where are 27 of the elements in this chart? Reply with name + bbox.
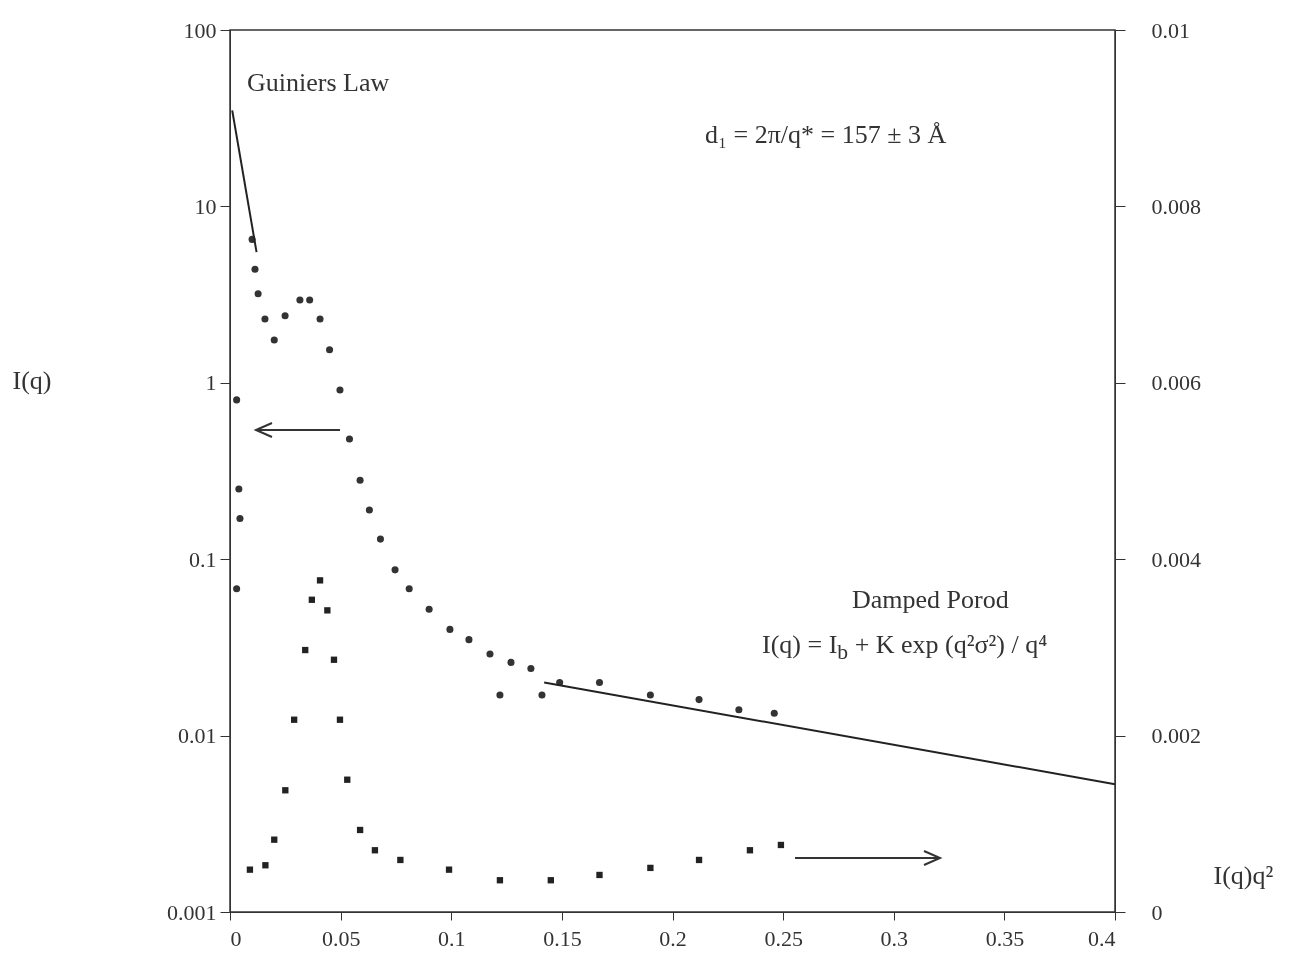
y2-tick-label: 0 xyxy=(1151,899,1163,925)
y-tick-label: 1 xyxy=(205,370,217,396)
y-tick-label: 0.001 xyxy=(167,899,217,925)
x-tick-label: 0.25 xyxy=(764,925,803,951)
x-tick-label: 0.3 xyxy=(880,925,908,951)
x-tick-label: 0 xyxy=(230,925,242,951)
y-tick-label: 0.1 xyxy=(189,546,217,572)
y-tick-label: 10 xyxy=(194,193,217,219)
x-tick-label: 0.4 xyxy=(1088,925,1116,951)
x-tick-label: 0.05 xyxy=(321,925,361,951)
annotation: Guiniers Law xyxy=(247,68,390,98)
annotation: Damped Porod xyxy=(852,585,1009,615)
y2-tick-label: 0.006 xyxy=(1151,370,1201,396)
y2-tick-label: 0.008 xyxy=(1151,193,1201,219)
annotation: d₁ = 2π/q* = 157 ± 3 Å xyxy=(705,120,947,150)
annotation: I(q) = I$_{b}$ + K exp (q²σ²) / q⁴ xyxy=(762,630,1048,666)
x-tick-label: 0.15 xyxy=(543,925,582,951)
x-tick-label: 0.1 xyxy=(438,925,466,951)
y-tick-label: 0.01 xyxy=(178,723,217,749)
y2-tick-label: 0.002 xyxy=(1151,723,1201,749)
x-tick-label: 0.2 xyxy=(659,925,687,951)
y2-tick-label: 0.004 xyxy=(1151,546,1201,572)
y-tick-label: 100 xyxy=(183,17,217,43)
y-axis-title: I(q) xyxy=(12,365,52,395)
y2-axis-title: I(q)q² xyxy=(1213,860,1274,890)
x-tick-label: 0.35 xyxy=(985,925,1025,951)
y2-tick-label: 0.01 xyxy=(1151,17,1190,43)
